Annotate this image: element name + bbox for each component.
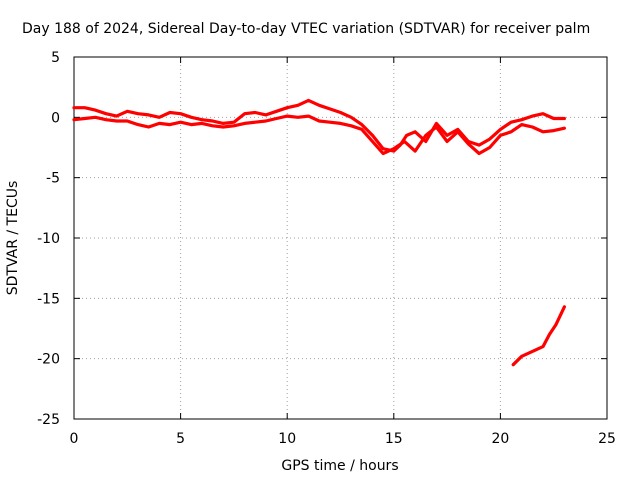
x-tick-label: 10 <box>278 431 296 447</box>
chart-title: Day 188 of 2024, Sidereal Day-to-day VTE… <box>22 21 590 37</box>
y-ticks: 5 0 -5 -10 -15 -20 -25 <box>37 50 607 428</box>
y-tick-label: 5 <box>51 50 60 66</box>
series-line-track-a <box>72 98 567 153</box>
x-tick-label: 20 <box>491 431 509 447</box>
x-tick-label: 15 <box>385 431 403 447</box>
x-tick-label: 25 <box>598 431 616 447</box>
y-axis-title: SDTVAR / TECUs <box>5 181 21 296</box>
x-tick-label: 5 <box>176 431 185 447</box>
y-tick-label: 0 <box>51 110 60 126</box>
y-tick-label: -15 <box>37 291 60 307</box>
series-line-track-b <box>72 114 567 156</box>
y-tick-label: -10 <box>37 231 60 247</box>
y-tick-label: -20 <box>37 352 60 368</box>
x-tick-label: 0 <box>70 431 79 447</box>
y-tick-label: -5 <box>46 171 60 187</box>
grid <box>74 57 607 419</box>
x-axis-title: GPS time / hours <box>281 458 398 474</box>
x-ticks: 0 5 10 15 20 25 <box>70 57 616 447</box>
y-tick-label: -25 <box>37 412 60 428</box>
series-group <box>72 98 567 367</box>
series-line-track-c <box>511 305 567 367</box>
